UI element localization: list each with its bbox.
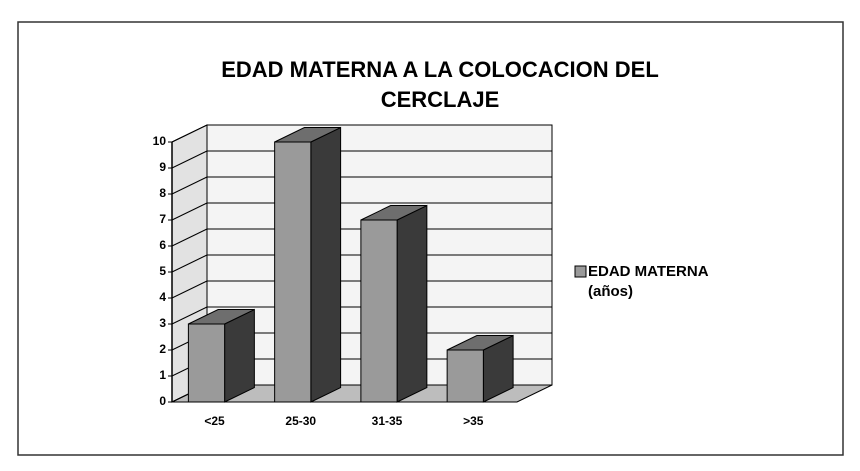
y-tick-label: 0 bbox=[159, 394, 166, 408]
bar bbox=[187, 323, 226, 403]
x-tick-label: <25 bbox=[204, 414, 225, 428]
y-tick-label: 3 bbox=[159, 316, 166, 330]
bar-side bbox=[310, 126, 342, 403]
grid-line bbox=[171, 150, 208, 169]
y-tick-label: 6 bbox=[159, 238, 166, 252]
grid-line bbox=[171, 124, 208, 143]
x-tick-label: 25-30 bbox=[285, 414, 316, 428]
grid-line bbox=[171, 228, 208, 247]
legend-swatch bbox=[574, 265, 587, 278]
grid-line bbox=[171, 176, 208, 195]
y-tick-label: 2 bbox=[159, 342, 166, 356]
bar bbox=[360, 219, 398, 403]
legend-label: EDAD MATERNA (años) bbox=[588, 263, 708, 300]
y-tick-label: 1 bbox=[159, 368, 166, 382]
y-tick-label: 8 bbox=[159, 186, 166, 200]
chart-title: EDAD MATERNA A LA COLOCACION DEL CERCLAJ… bbox=[221, 57, 659, 112]
y-tick-label: 10 bbox=[153, 134, 167, 148]
bar-side bbox=[224, 308, 255, 403]
bar-side bbox=[396, 204, 428, 403]
y-tick-label: 5 bbox=[159, 264, 166, 278]
grid-line bbox=[171, 202, 208, 221]
grid-line bbox=[171, 306, 208, 325]
x-tick-label: 31-35 bbox=[372, 414, 403, 428]
y-tick-label: 9 bbox=[159, 160, 166, 174]
bar bbox=[446, 349, 484, 403]
bar bbox=[274, 141, 312, 403]
x-tick-label: >35 bbox=[463, 414, 484, 428]
grid-line bbox=[171, 254, 208, 273]
grid-line bbox=[171, 280, 208, 299]
y-tick-label: 7 bbox=[159, 212, 166, 226]
y-tick-label: 4 bbox=[159, 290, 166, 304]
